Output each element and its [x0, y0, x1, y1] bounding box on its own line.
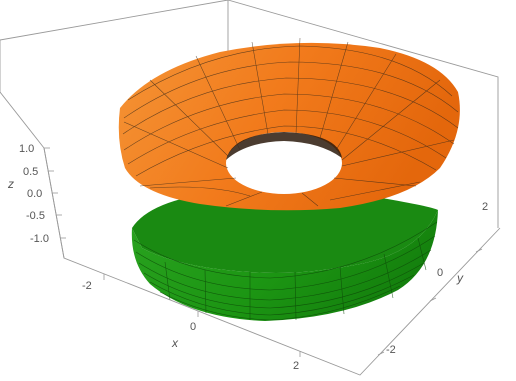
- z-axis-label: z: [7, 177, 14, 191]
- x-tick-label: 0: [190, 321, 196, 333]
- y-axis: -2 0 2 y: [386, 201, 488, 356]
- z-tick-label: 0.0: [27, 188, 42, 200]
- x-axis: -2 0 2 x: [82, 280, 299, 372]
- z-tick-label: 1.0: [19, 143, 34, 155]
- x-axis-label: x: [171, 336, 179, 350]
- lower-surface: [131, 189, 438, 321]
- x-tick-label: -2: [82, 280, 92, 292]
- y-axis-label: y: [456, 271, 464, 285]
- bounding-box-front: [0, 91, 501, 376]
- y-tick-label: 0: [437, 267, 443, 279]
- z-axis: 1.0 0.5 0.0 -0.5 -1.0 z: [7, 143, 49, 245]
- z-tick-label: -1.0: [30, 233, 49, 245]
- y-tick-label: 2: [482, 201, 488, 213]
- x-tick-label: 2: [293, 360, 299, 372]
- y-tick-label: -2: [386, 344, 396, 356]
- upper-surface: [118, 37, 460, 211]
- tick-marks: [44, 147, 483, 357]
- z-tick-label: 0.5: [23, 166, 38, 178]
- z-tick-label: -0.5: [26, 210, 45, 222]
